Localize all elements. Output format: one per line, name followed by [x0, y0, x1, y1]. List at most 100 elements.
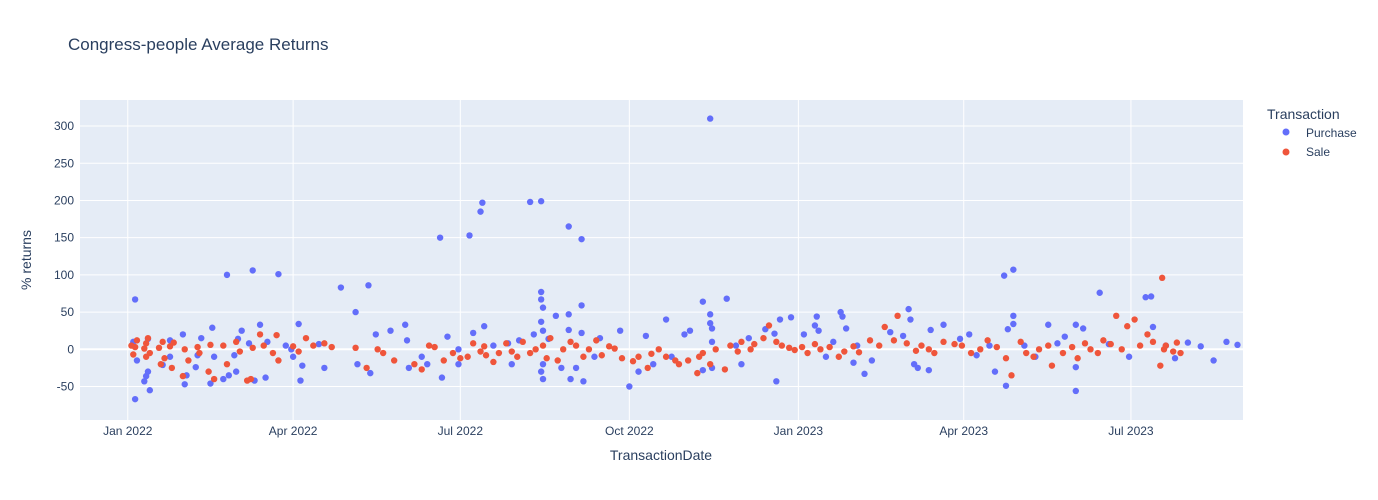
- data-point-sale[interactable]: [157, 360, 165, 368]
- data-point-purchase[interactable]: [956, 335, 964, 343]
- data-point-sale[interactable]: [826, 343, 833, 351]
- data-point-sale[interactable]: [984, 337, 991, 344]
- data-point-sale[interactable]: [967, 349, 975, 357]
- data-point-purchase[interactable]: [539, 375, 547, 383]
- data-point-purchase[interactable]: [813, 313, 820, 320]
- data-point-sale[interactable]: [785, 344, 793, 352]
- data-point-purchase[interactable]: [537, 288, 545, 296]
- data-point-purchase[interactable]: [635, 368, 642, 375]
- data-point-purchase[interactable]: [530, 331, 538, 338]
- data-point-purchase[interactable]: [650, 360, 657, 368]
- data-point-sale[interactable]: [273, 331, 280, 339]
- data-point-sale[interactable]: [1048, 362, 1056, 369]
- data-point-sale[interactable]: [925, 346, 933, 353]
- data-point-sale[interactable]: [247, 375, 255, 383]
- data-point-purchase[interactable]: [207, 380, 214, 387]
- data-point-purchase[interactable]: [477, 208, 484, 215]
- data-point-sale[interactable]: [1157, 362, 1164, 369]
- data-point-purchase[interactable]: [745, 334, 752, 342]
- data-point-purchase[interactable]: [899, 332, 907, 340]
- data-point-sale[interactable]: [1008, 372, 1015, 379]
- data-point-sale[interactable]: [773, 338, 780, 346]
- data-point-purchase[interactable]: [1147, 293, 1155, 300]
- data-point-purchase[interactable]: [642, 332, 650, 340]
- data-point-purchase[interactable]: [787, 314, 795, 321]
- data-point-sale[interactable]: [363, 364, 370, 372]
- data-point-purchase[interactable]: [966, 331, 973, 338]
- data-point-sale[interactable]: [196, 349, 203, 357]
- data-point-purchase[interactable]: [1072, 321, 1080, 328]
- data-point-sale[interactable]: [712, 346, 719, 353]
- data-point-sale[interactable]: [185, 357, 192, 364]
- data-point-purchase[interactable]: [626, 383, 633, 390]
- data-point-purchase[interactable]: [537, 296, 545, 303]
- data-point-sale[interactable]: [1094, 349, 1102, 357]
- data-point-purchase[interactable]: [815, 327, 822, 334]
- data-point-purchase[interactable]: [800, 331, 808, 338]
- data-point-sale[interactable]: [675, 360, 683, 368]
- data-point-sale[interactable]: [223, 360, 231, 368]
- data-point-purchase[interactable]: [295, 320, 302, 328]
- data-point-purchase[interactable]: [1171, 355, 1179, 362]
- data-point-purchase[interactable]: [141, 378, 148, 385]
- data-point-purchase[interactable]: [289, 353, 297, 360]
- data-point-purchase[interactable]: [580, 378, 587, 385]
- data-point-purchase[interactable]: [455, 360, 462, 368]
- data-point-purchase[interactable]: [861, 370, 868, 378]
- data-point-purchase[interactable]: [1197, 343, 1204, 350]
- data-point-purchase[interactable]: [297, 377, 304, 384]
- data-point-purchase[interactable]: [839, 313, 846, 320]
- data-point-sale[interactable]: [835, 353, 842, 360]
- data-point-purchase[interactable]: [925, 366, 933, 374]
- data-point-sale[interactable]: [514, 353, 521, 360]
- data-point-purchase[interactable]: [539, 304, 547, 311]
- data-point-sale[interactable]: [144, 334, 152, 342]
- data-point-sale[interactable]: [1023, 349, 1030, 357]
- data-point-sale[interactable]: [142, 340, 150, 347]
- data-point-sale[interactable]: [611, 345, 618, 352]
- data-point-purchase[interactable]: [508, 360, 515, 368]
- data-point-purchase[interactable]: [282, 342, 289, 349]
- data-point-sale[interactable]: [179, 372, 187, 380]
- data-point-sale[interactable]: [894, 312, 901, 320]
- data-point-purchase[interactable]: [776, 316, 784, 323]
- data-point-purchase[interactable]: [565, 311, 572, 318]
- data-point-purchase[interactable]: [973, 352, 980, 359]
- data-point-sale[interactable]: [321, 340, 328, 347]
- data-point-purchase[interactable]: [905, 305, 912, 313]
- data-point-sale[interactable]: [958, 342, 966, 349]
- data-point-purchase[interactable]: [537, 318, 545, 325]
- data-point-purchase[interactable]: [526, 198, 534, 206]
- data-point-sale[interactable]: [629, 358, 637, 365]
- data-point-sale[interactable]: [1068, 343, 1076, 351]
- data-point-purchase[interactable]: [337, 284, 345, 291]
- data-point-purchase[interactable]: [662, 316, 670, 323]
- data-point-purchase[interactable]: [578, 302, 585, 309]
- data-point-purchase[interactable]: [887, 328, 894, 336]
- data-point-purchase[interactable]: [706, 115, 714, 122]
- data-point-purchase[interactable]: [354, 360, 361, 368]
- data-point-purchase[interactable]: [991, 368, 999, 375]
- data-point-sale[interactable]: [425, 342, 433, 349]
- data-point-sale[interactable]: [618, 355, 626, 362]
- data-point-purchase[interactable]: [352, 308, 359, 316]
- data-point-sale[interactable]: [508, 348, 515, 355]
- data-point-sale[interactable]: [593, 337, 600, 344]
- data-point-purchase[interactable]: [405, 364, 413, 372]
- data-point-purchase[interactable]: [367, 369, 374, 377]
- data-point-purchase[interactable]: [539, 327, 547, 334]
- data-point-sale[interactable]: [585, 346, 593, 353]
- data-point-purchase[interactable]: [275, 270, 282, 278]
- data-point-sale[interactable]: [1169, 348, 1177, 355]
- data-point-sale[interactable]: [567, 338, 574, 346]
- data-point-sale[interactable]: [519, 338, 526, 346]
- data-point-sale[interactable]: [260, 342, 267, 349]
- data-point-purchase[interactable]: [723, 295, 730, 302]
- data-point-purchase[interactable]: [578, 235, 585, 243]
- data-point-purchase[interactable]: [436, 234, 444, 241]
- data-point-purchase[interactable]: [1004, 326, 1012, 333]
- data-point-purchase[interactable]: [220, 375, 227, 383]
- data-point-sale[interactable]: [236, 348, 244, 355]
- data-point-purchase[interactable]: [565, 326, 572, 334]
- data-point-purchase[interactable]: [249, 267, 256, 274]
